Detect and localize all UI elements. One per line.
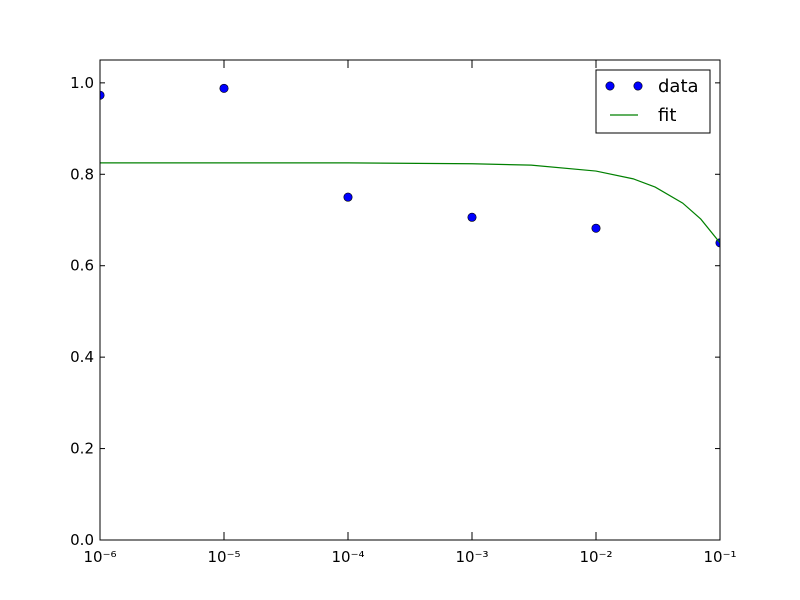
data-point — [219, 83, 229, 93]
plot-area — [100, 83, 720, 248]
legend-label: fit — [658, 105, 676, 126]
data-point — [467, 212, 477, 222]
x-tick-label: 10⁻⁵ — [207, 548, 240, 566]
x-tick-label: 10⁻³ — [455, 548, 488, 566]
y-tick-label: 0.8 — [70, 165, 94, 183]
legend-label: data — [658, 76, 699, 97]
x-tick-label: 10⁻⁶ — [83, 548, 116, 566]
x-tick-label: 10⁻⁴ — [331, 548, 364, 566]
legend-box — [595, 69, 711, 134]
y-tick-label: 0.4 — [70, 348, 94, 366]
fit-line — [100, 162, 720, 244]
x-tick-label: 10⁻¹ — [703, 548, 736, 566]
data-point — [591, 223, 601, 233]
y-tick-label: 1.0 — [70, 74, 94, 92]
legend-swatch — [633, 81, 643, 91]
data-point — [343, 192, 353, 202]
y-tick-label: 0.6 — [70, 257, 94, 275]
y-tick-label: 0.2 — [70, 440, 94, 458]
legend-swatch — [605, 81, 615, 91]
y-tick-label: 0.0 — [70, 531, 94, 549]
x-tick-label: 10⁻² — [579, 548, 612, 566]
axes-frame — [99, 59, 721, 541]
